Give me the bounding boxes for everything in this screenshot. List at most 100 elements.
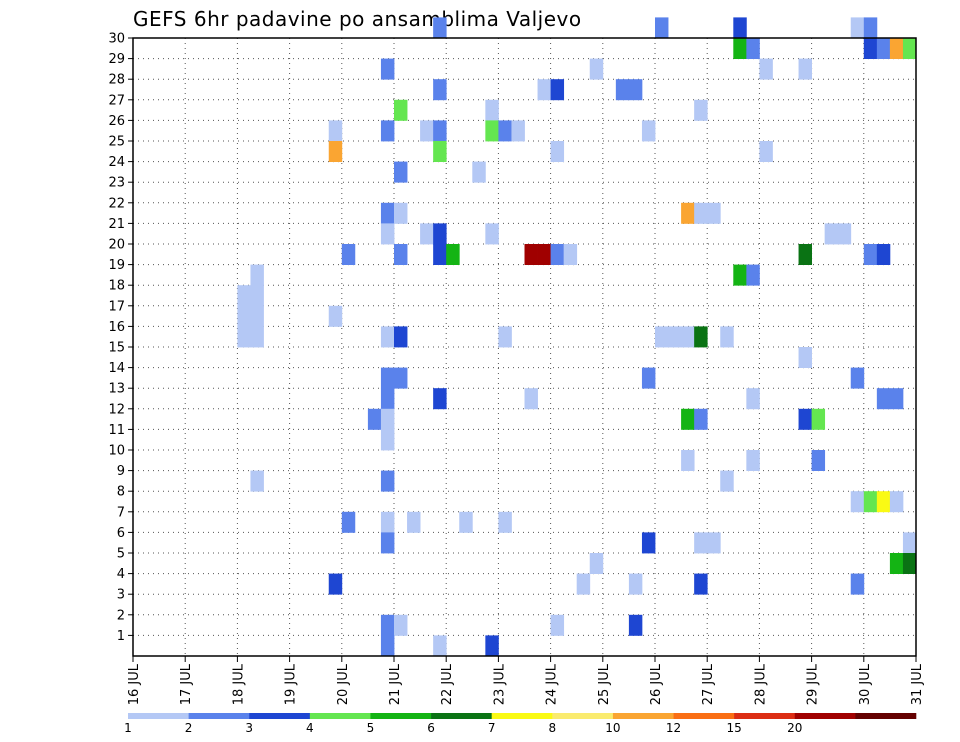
heatmap-cell: [328, 305, 343, 327]
x-tick-label: 30 JUL: [858, 663, 873, 705]
y-tick-label: 16: [108, 320, 125, 335]
y-tick-label: 1: [117, 629, 125, 644]
heatmap-cell: [681, 450, 695, 471]
heatmap-cell: [628, 79, 643, 101]
y-tick-label: 11: [108, 423, 125, 438]
heatmap-cell: [433, 635, 447, 657]
heatmap-cell: [394, 202, 408, 224]
heatmap-cell: [380, 58, 395, 80]
colorbar-label: 3: [245, 721, 253, 735]
heatmap-cell: [485, 223, 499, 245]
heatmap-cell: [237, 285, 251, 307]
y-tick-label: 7: [117, 505, 125, 520]
heatmap-cell: [863, 38, 878, 59]
heatmap-cell: [550, 79, 565, 101]
y-tick-label: 14: [108, 361, 125, 376]
colorbar-swatch: [370, 713, 432, 719]
colorbar-swatch: [128, 713, 189, 719]
y-tick-label: 20: [108, 238, 125, 253]
heatmap-cell: [889, 38, 904, 59]
x-tick-label: 26 JUL: [649, 663, 664, 705]
heatmap-cell: [380, 120, 395, 142]
heatmap-cell: [628, 614, 643, 636]
heatmap-cell: [707, 202, 721, 224]
colorbar-label: 4: [306, 721, 314, 735]
heatmap-cell: [394, 614, 408, 636]
heatmap-cell: [498, 326, 512, 348]
x-tick-label: 31 JUL: [910, 663, 925, 705]
heatmap-cell: [850, 17, 865, 39]
heatmap-cell: [615, 79, 630, 101]
heatmap-cell: [863, 491, 878, 513]
heatmap-cell: [380, 408, 395, 430]
heatmap-cell: [811, 408, 826, 430]
heatmap-cell: [537, 79, 551, 101]
chart-title: GEFS 6hr padavine po ansamblima Valjevo: [133, 7, 582, 31]
heatmap-cell: [876, 388, 891, 410]
heatmap-cell: [681, 326, 695, 348]
heatmap-cell: [380, 429, 395, 451]
heatmap-cell: [837, 223, 852, 245]
heatmap-cell: [733, 38, 747, 59]
heatmap-cell: [380, 511, 395, 533]
x-tick-label: 22 JUL: [440, 663, 455, 705]
y-tick-label: 2: [117, 608, 125, 623]
heatmap-cell: [394, 244, 408, 265]
heatmap-cell: [485, 120, 499, 142]
heatmap-cell: [733, 264, 747, 286]
heatmap-cell: [798, 58, 812, 80]
heatmap-cell: [798, 244, 812, 265]
x-tick-label: 28 JUL: [753, 663, 768, 705]
heatmap-cell: [380, 326, 395, 348]
y-tick-label: 10: [108, 444, 125, 459]
heatmap-cell: [876, 38, 891, 59]
colorbar-swatch: [188, 713, 250, 719]
heatmap-cell: [250, 470, 264, 492]
heatmap-cell: [380, 470, 395, 492]
heatmap-cell: [746, 450, 760, 471]
heatmap-cell: [720, 326, 734, 348]
colorbar-label: 15: [727, 721, 742, 735]
heatmap-cell: [446, 244, 460, 265]
y-tick-label: 5: [117, 547, 125, 562]
heatmap-cell: [694, 408, 708, 430]
heatmap-cell: [459, 511, 473, 533]
heatmap-cell: [485, 99, 499, 121]
heatmap-cell: [863, 17, 878, 39]
heatmap-cell: [380, 202, 395, 224]
heatmap-cell: [237, 305, 251, 327]
x-tick-label: 17 JUL: [179, 663, 194, 705]
heatmap-cell: [589, 58, 604, 80]
colorbar-swatch: [491, 713, 553, 719]
x-tick-label: 21 JUL: [388, 663, 403, 705]
x-tick-label: 23 JUL: [492, 663, 507, 705]
heatmap-cell: [733, 17, 747, 39]
heatmap-cell: [746, 38, 760, 59]
heatmap-cell: [341, 511, 356, 533]
colorbar-label: 7: [488, 721, 496, 735]
heatmap-cell: [433, 141, 447, 162]
colorbar-swatch: [734, 713, 796, 719]
y-tick-label: 28: [108, 73, 125, 88]
heatmap-cell: [720, 470, 734, 492]
heatmap-cell: [628, 573, 643, 595]
y-tick-label: 24: [108, 155, 125, 170]
heatmap-cell: [420, 120, 434, 142]
data-cells: [237, 17, 917, 657]
colorbar-swatch: [309, 713, 371, 719]
heatmap-cell: [524, 244, 538, 265]
y-tick-label: 26: [108, 114, 125, 129]
heatmap-cell: [498, 120, 512, 142]
heatmap-cell: [394, 326, 408, 348]
heatmap-cell: [420, 223, 434, 245]
colorbar-label: 20: [787, 721, 802, 735]
heatmap-cell: [524, 388, 538, 410]
colorbar-swatch: [673, 713, 735, 719]
heatmap-cell: [380, 367, 395, 389]
colorbar: 1 2 3 4 5 6 7 8 10 12 15 20: [124, 713, 917, 735]
heatmap-cell: [876, 491, 891, 513]
heatmap-cell: [850, 367, 865, 389]
heatmap-cell: [394, 367, 408, 389]
heatmap-cell: [811, 450, 826, 471]
colorbar-label: 12: [666, 721, 681, 735]
